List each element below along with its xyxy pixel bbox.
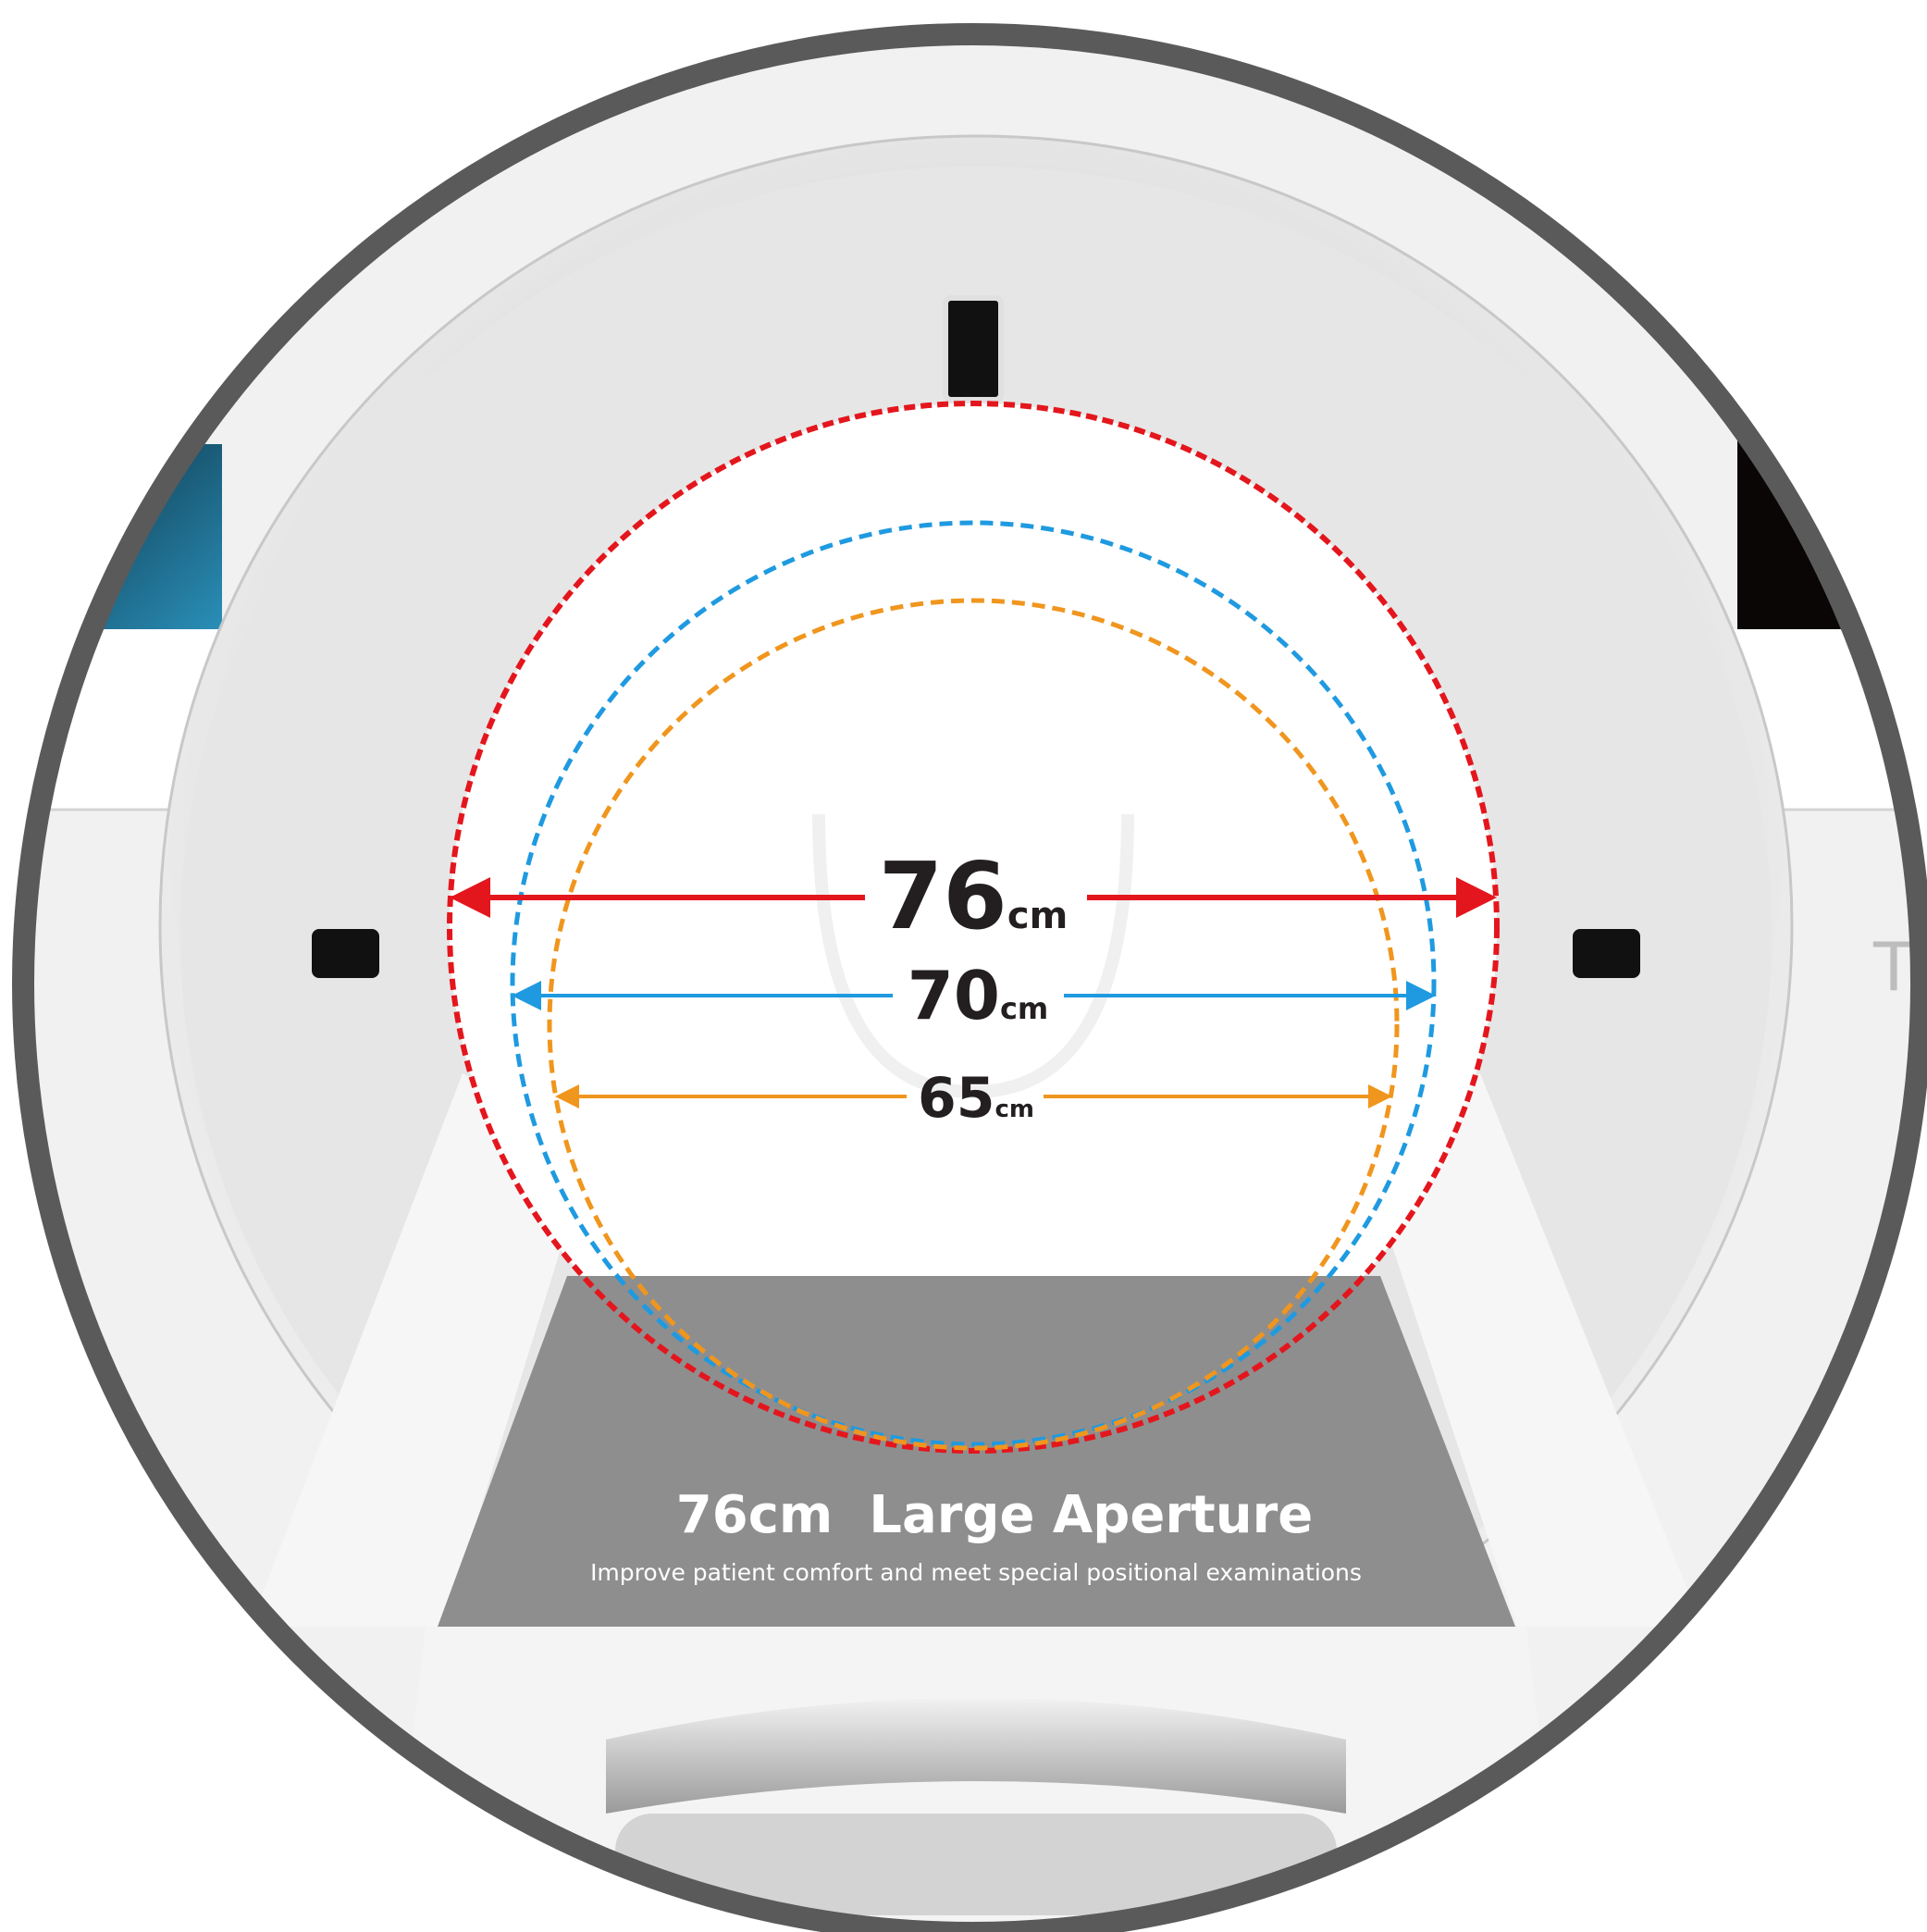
table-pad (606, 1698, 1346, 1814)
side-text: T (1872, 928, 1915, 1006)
left-sensor (312, 929, 379, 978)
bore (450, 403, 1497, 1451)
arrow-76 (450, 877, 1497, 918)
circle-76 (447, 401, 1500, 1454)
circle-65 (547, 598, 1400, 1451)
panel-title: 76cm Large Aperture (676, 1485, 1313, 1545)
arrow-70 (512, 981, 1436, 1010)
label-65: 65cm (918, 1066, 1034, 1131)
headrest (812, 813, 1134, 1099)
label-70: 70cm (908, 957, 1049, 1034)
top-sensor (943, 295, 1004, 402)
right-sensor (1573, 929, 1640, 978)
arrow-65 (555, 1084, 1392, 1108)
circle-70 (510, 520, 1437, 1447)
lens-ring (12, 23, 1927, 1932)
right-leg (1360, 1073, 1702, 1627)
label-76: 76cm (879, 842, 1068, 950)
left-screen (23, 444, 222, 629)
panel-subtitle: Improve patient comfort and meet special… (590, 1559, 1362, 1586)
left-leg (250, 1073, 592, 1627)
pad-shadow (615, 1814, 1337, 1915)
